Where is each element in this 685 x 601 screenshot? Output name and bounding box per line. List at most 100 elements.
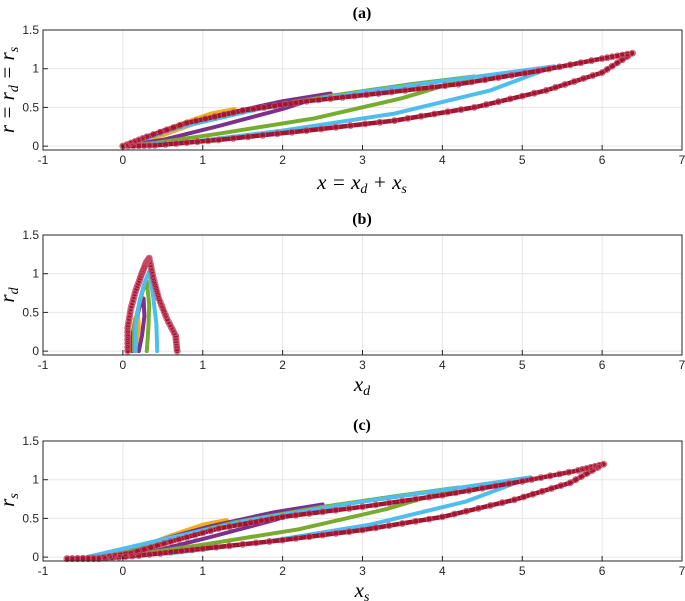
series-marker xyxy=(417,112,425,120)
series-marker xyxy=(468,78,476,86)
series-marker xyxy=(135,142,143,150)
series-marker xyxy=(149,270,157,278)
series-marker xyxy=(624,50,631,58)
series-marker xyxy=(438,491,446,499)
series-marker xyxy=(155,295,163,302)
series-marker xyxy=(188,546,196,554)
series-marker xyxy=(124,328,132,336)
series-marker xyxy=(319,508,327,516)
series-marker xyxy=(465,487,473,494)
series-marker xyxy=(508,72,516,79)
series-line xyxy=(64,461,606,561)
series-marker xyxy=(152,284,160,292)
series-marker xyxy=(566,479,574,487)
series-marker xyxy=(236,521,244,528)
series-marker xyxy=(147,264,155,272)
series-marker xyxy=(359,503,366,511)
series-marker xyxy=(167,548,175,556)
x-tick-label: 0 xyxy=(120,564,127,578)
series-marker xyxy=(160,308,168,316)
series-marker xyxy=(292,535,300,542)
series-marker xyxy=(124,343,132,351)
series-marker xyxy=(125,318,133,325)
series-marker xyxy=(154,542,161,549)
series-marker xyxy=(398,520,406,527)
series-marker xyxy=(452,489,460,497)
series-marker xyxy=(124,347,132,355)
series-marker xyxy=(412,517,420,525)
series-marker xyxy=(279,536,287,544)
x-tick-label: 2 xyxy=(279,358,286,372)
series-marker xyxy=(260,104,268,111)
series-marker xyxy=(542,87,550,94)
x-tick-label: -1 xyxy=(38,153,49,167)
series-marker xyxy=(561,81,569,88)
series-marker xyxy=(462,507,470,515)
y-tick-label: 0.5 xyxy=(22,305,39,319)
series-marker xyxy=(178,547,185,555)
series-marker xyxy=(292,99,300,107)
series-marker xyxy=(619,56,626,64)
series-marker xyxy=(538,487,546,495)
series-marker xyxy=(388,88,396,96)
series-marker xyxy=(345,505,353,512)
series-marker xyxy=(147,544,155,551)
x-tick-label: 6 xyxy=(599,358,606,372)
series-marker xyxy=(372,524,380,532)
series-marker xyxy=(207,527,215,535)
series-marker xyxy=(124,142,132,150)
series-marker xyxy=(131,138,139,145)
series-marker xyxy=(153,288,161,295)
series-marker xyxy=(351,92,358,100)
x-tick-label: 4 xyxy=(439,358,446,372)
series-marker xyxy=(122,550,129,558)
series-marker xyxy=(317,125,325,133)
series-marker xyxy=(482,101,490,108)
x-tick-label: 3 xyxy=(359,564,366,578)
series-marker xyxy=(191,531,199,539)
series-marker xyxy=(156,549,164,557)
series-marker xyxy=(478,484,486,492)
series-marker xyxy=(376,118,384,126)
series-marker xyxy=(492,482,500,490)
series-marker xyxy=(84,555,92,563)
series-marker xyxy=(115,553,123,561)
series-marker xyxy=(425,515,433,523)
series-marker xyxy=(583,464,591,472)
series-marker xyxy=(391,117,398,124)
series-marker xyxy=(265,538,273,545)
series-marker xyxy=(239,541,247,548)
series-marker xyxy=(147,261,155,269)
series-marker xyxy=(347,122,354,129)
series-marker xyxy=(173,345,181,352)
series-marker xyxy=(199,529,207,537)
series-marker xyxy=(537,474,545,482)
series-marker xyxy=(598,55,606,62)
series-marker xyxy=(457,106,465,113)
series-marker xyxy=(146,551,153,558)
x-tick-label: 5 xyxy=(519,358,526,372)
series-marker xyxy=(175,536,183,543)
series-marker xyxy=(566,61,574,69)
series-marker xyxy=(600,460,608,468)
series-marker xyxy=(273,130,281,138)
y-tick-label: 1 xyxy=(32,267,39,281)
series-marker xyxy=(252,539,260,547)
series-marker xyxy=(608,53,616,61)
series-marker xyxy=(578,473,585,481)
series-marker xyxy=(172,140,180,147)
x-tick-label: 1 xyxy=(199,358,206,372)
series-marker xyxy=(428,83,436,91)
series-marker xyxy=(146,258,154,265)
series-marker xyxy=(608,62,616,70)
series-marker xyxy=(303,127,311,135)
series-marker xyxy=(596,461,603,469)
series-marker xyxy=(211,113,219,121)
series-marker xyxy=(412,495,420,503)
series-marker xyxy=(444,108,452,116)
series-marker xyxy=(494,74,502,81)
series-marker xyxy=(546,472,554,480)
